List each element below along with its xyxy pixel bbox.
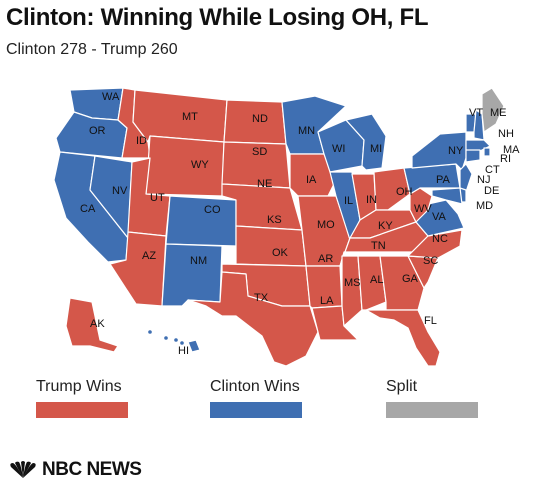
state-hi-island [164, 336, 168, 340]
state-label-fl: FL [424, 315, 437, 327]
state-label-ne: NE [257, 178, 272, 190]
state-label-il: IL [344, 195, 353, 207]
peacock-icon [10, 461, 36, 478]
state-nm [161, 243, 223, 307]
state-label-nc: NC [432, 233, 448, 245]
state-label-ut: UT [150, 192, 165, 204]
state-label-wi: WI [332, 143, 345, 155]
state-ri [483, 147, 491, 157]
state-oh [373, 167, 411, 211]
state-label-vt: VT [469, 107, 483, 119]
state-label-me: ME [490, 107, 507, 119]
state-label-ms: MS [344, 277, 361, 289]
state-label-nm: NM [190, 255, 207, 267]
state-label-id: ID [136, 135, 147, 147]
state-hi [187, 339, 201, 353]
state-label-ia: IA [306, 174, 317, 186]
state-mt [132, 89, 228, 143]
state-label-ma: MA [503, 144, 520, 156]
page-subtitle: Clinton 278 - Trump 260 [6, 41, 178, 58]
state-label-co: CO [204, 204, 221, 216]
page-title: Clinton: Winning While Losing OH, FL [6, 4, 429, 31]
state-tx [187, 271, 319, 367]
us-electoral-map: WA OR CA NV ID MT WY UT CO AZ NM ND SD NE KS OK TX MN IA MO… [53, 87, 520, 367]
state-label-sd: SD [252, 146, 267, 158]
state-label-oh: OH [396, 186, 413, 198]
state-ms [341, 255, 363, 327]
state-label-mn: MN [298, 125, 315, 137]
state-label-ks: KS [267, 214, 282, 226]
state-fl [365, 309, 441, 367]
state-label-al: AL [370, 274, 383, 286]
state-label-ky: KY [378, 220, 393, 232]
state-label-nj: NJ [477, 174, 490, 186]
state-ct [465, 149, 481, 163]
state-label-nh: NH [498, 128, 514, 140]
state-mi [345, 113, 387, 171]
legend-label-clinton: Clinton Wins [210, 378, 300, 395]
state-label-tn: TN [371, 240, 386, 252]
state-label-mt: MT [182, 111, 198, 123]
state-label-va: VA [432, 211, 447, 223]
state-label-ca: CA [80, 203, 96, 215]
state-co [165, 195, 237, 247]
state-md [431, 187, 463, 205]
state-label-sc: SC [423, 255, 438, 267]
state-label-pa: PA [436, 174, 451, 186]
state-label-wy: WY [191, 159, 209, 171]
state-label-wv: WV [414, 203, 432, 215]
state-label-md: MD [476, 200, 493, 212]
state-label-nd: ND [252, 113, 268, 125]
state-wy [145, 135, 225, 197]
logo-text: NBC NEWS [42, 459, 142, 480]
state-ks [235, 225, 307, 267]
state-label-nv: NV [112, 185, 128, 197]
state-label-tx: TX [254, 292, 269, 304]
legend-trump: Trump Wins [36, 378, 128, 418]
state-label-ny: NY [448, 145, 464, 157]
state-label-ct: CT [485, 164, 500, 176]
state-nj [459, 163, 473, 193]
state-me [481, 87, 505, 133]
state-label-ar: AR [318, 253, 333, 265]
legend-swatch-trump [36, 402, 128, 418]
legend-swatch-clinton [210, 402, 302, 418]
state-label-mi: MI [370, 143, 382, 155]
state-label-wa: WA [102, 91, 120, 103]
state-label-ri: RI [500, 153, 511, 165]
state-label-az: AZ [142, 250, 156, 262]
legend-swatch-split [386, 402, 478, 418]
state-nh [473, 109, 485, 141]
state-label-or: OR [89, 125, 106, 137]
state-label-de: DE [484, 185, 499, 197]
state-label-mo: MO [317, 219, 335, 231]
state-hi-island [180, 341, 184, 345]
state-label-la: LA [320, 295, 334, 307]
state-ak [65, 297, 119, 353]
legend-label-split: Split [386, 378, 418, 395]
state-label-ok: OK [272, 247, 289, 259]
legend-clinton: Clinton Wins [210, 378, 302, 418]
legend-label-trump: Trump Wins [36, 378, 122, 395]
state-ny [411, 131, 467, 171]
state-label-hi: HI [178, 345, 189, 357]
state-al [357, 255, 387, 311]
state-label-ak: AK [90, 318, 105, 330]
state-label-in: IN [366, 194, 377, 206]
state-hi-island [174, 338, 178, 342]
legend-split: Split [386, 378, 478, 418]
nbc-news-logo: NBC NEWS [8, 459, 142, 481]
state-hi-island [148, 330, 152, 334]
state-az [109, 231, 167, 307]
state-label-ga: GA [402, 273, 419, 285]
